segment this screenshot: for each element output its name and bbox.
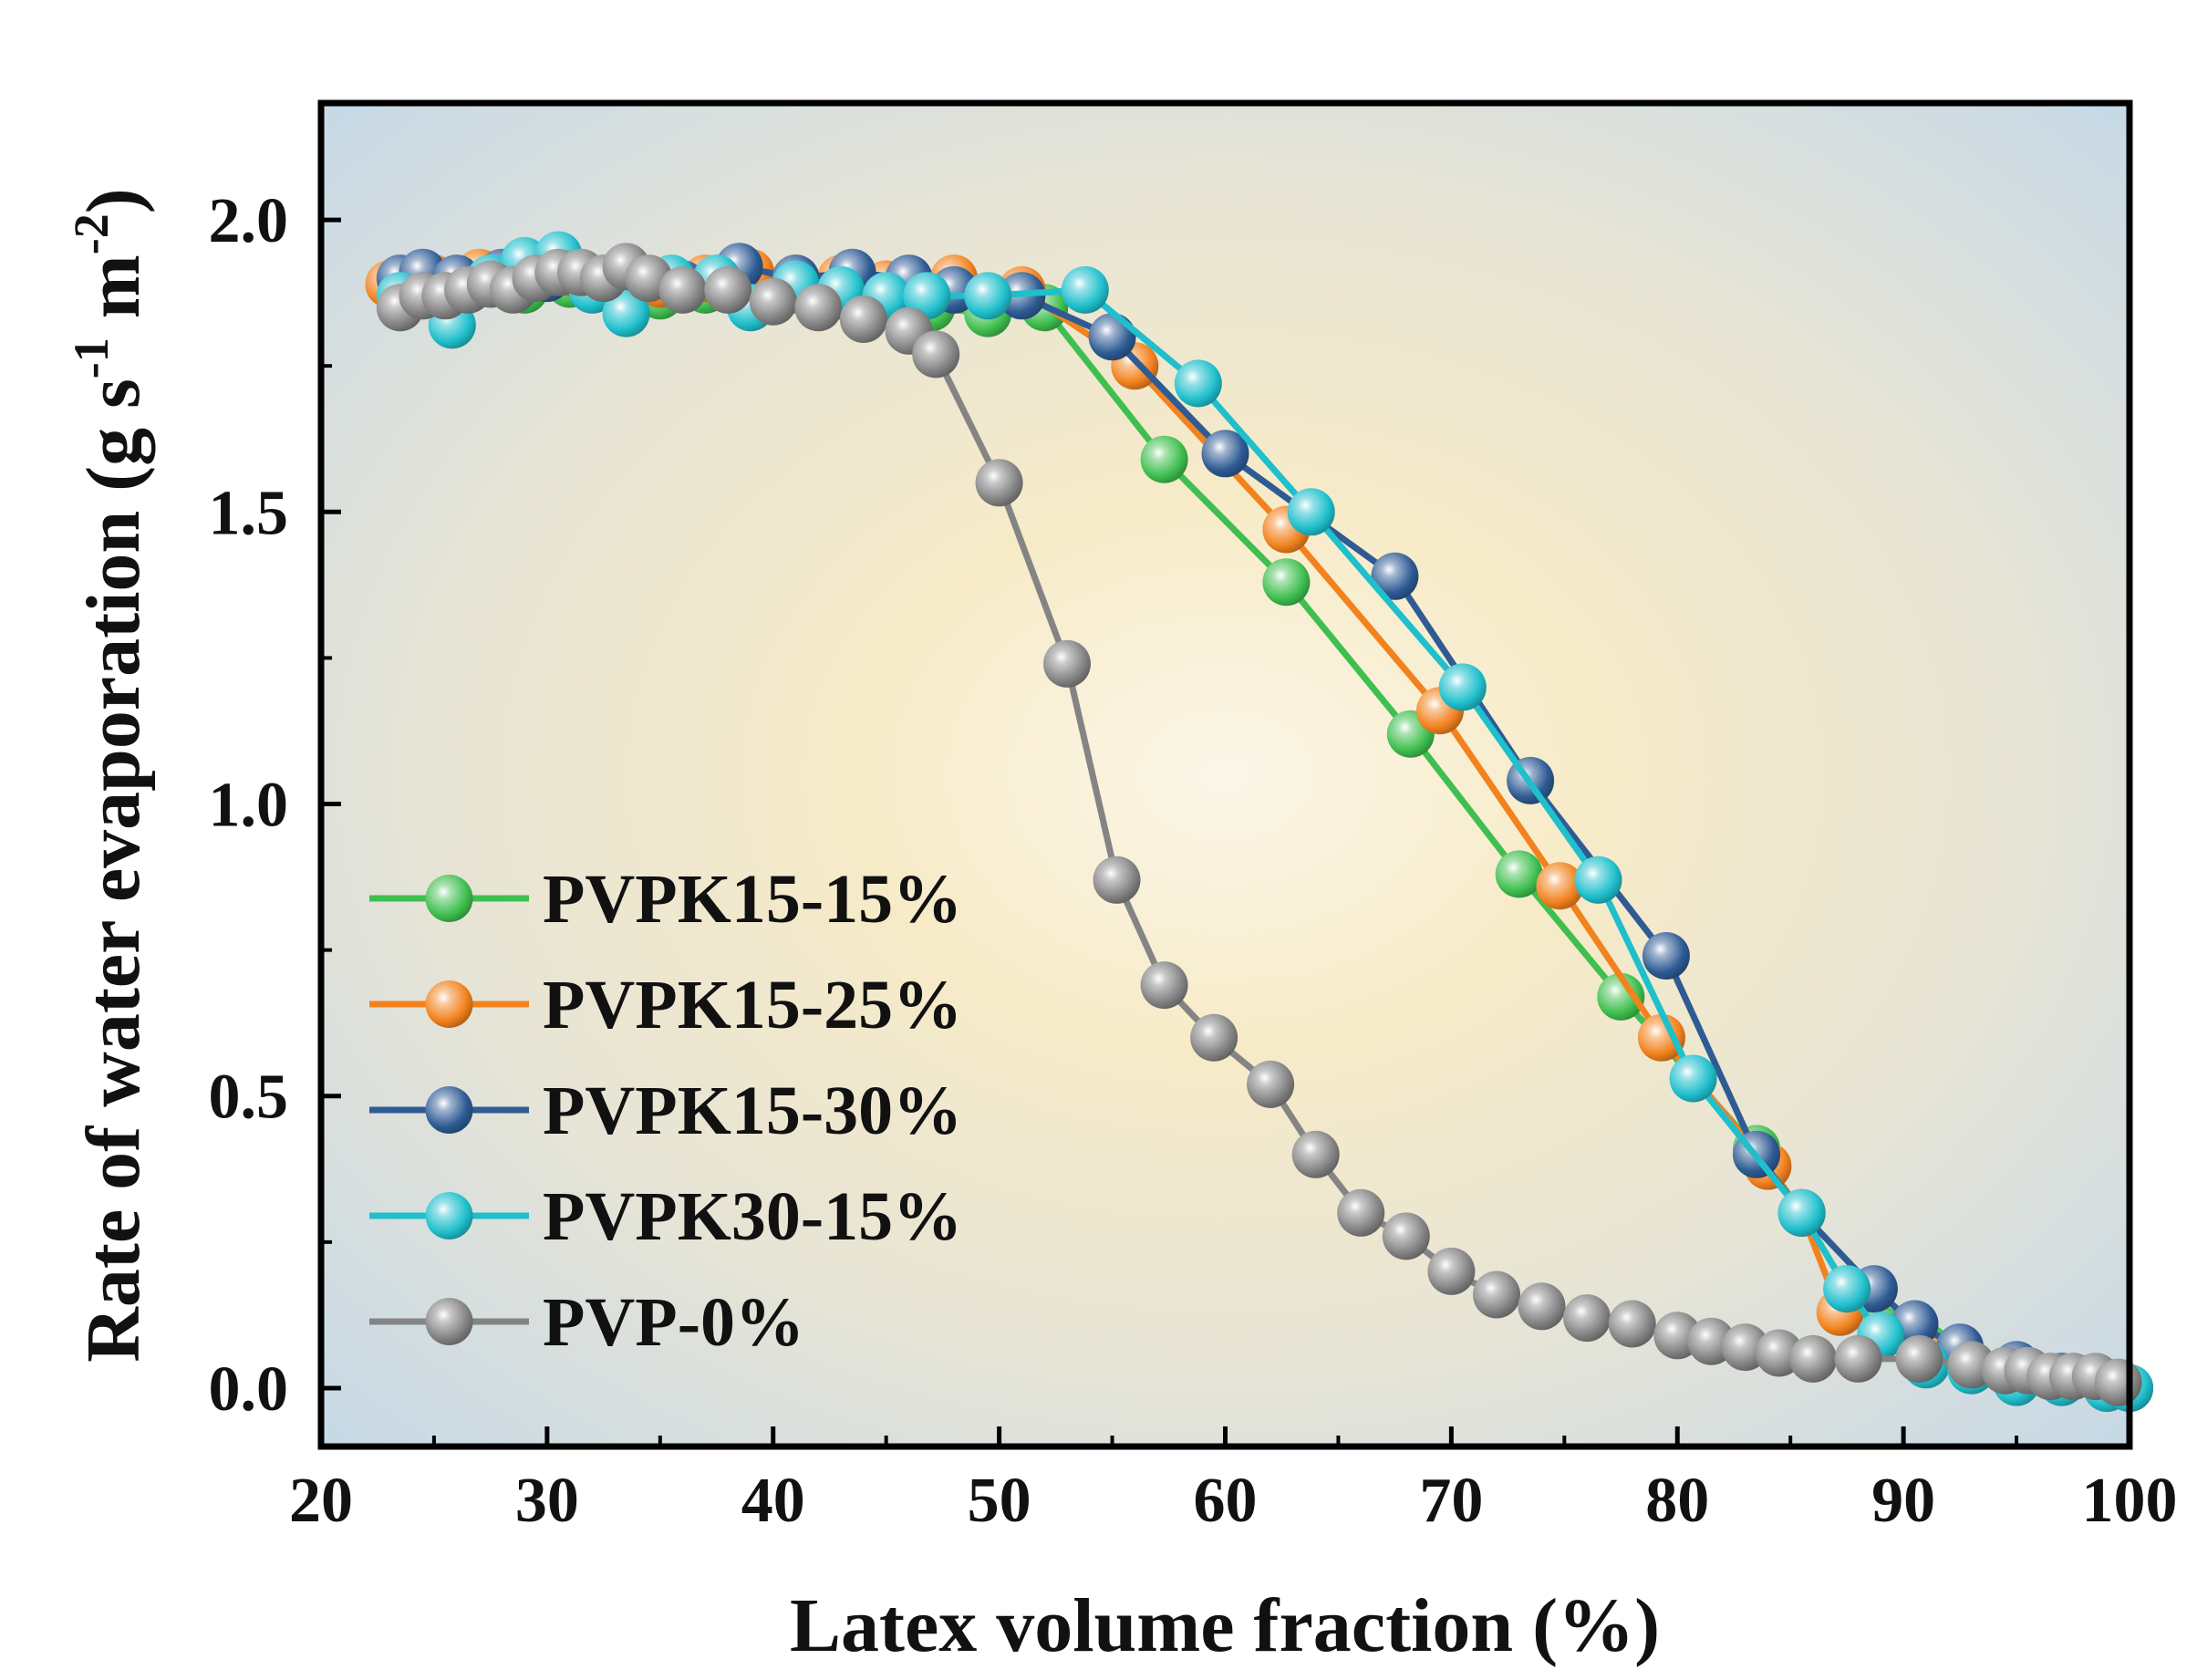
legend-item-pvpk15-15: PVPK15-15% [369, 861, 962, 938]
axes-layer: 20 30 40 50 60 70 80 90 100 0.0 0.5 1.0 1.5 2.0 [209, 186, 2178, 1536]
legend-marker [425, 1298, 473, 1345]
data-point [1291, 1130, 1340, 1178]
y-axis-title: Rate of water evaporation (g s-1 m-2) [64, 188, 156, 1362]
data-point [1637, 1013, 1685, 1062]
legend-label: PVPK15-30% [543, 1073, 962, 1149]
data-point [1834, 1334, 1882, 1383]
x-tick-label: 100 [2082, 1466, 2178, 1536]
x-tick-label: 40 [741, 1466, 805, 1536]
data-point [1642, 932, 1690, 980]
data-point [749, 277, 797, 326]
legend-marker [425, 875, 473, 922]
data-point [1895, 1334, 1943, 1383]
data-point [964, 272, 1012, 320]
data-point [1608, 1300, 1656, 1348]
x-tick-label: 80 [1645, 1466, 1709, 1536]
data-point [794, 284, 843, 332]
data-point [1427, 1247, 1476, 1295]
data-point [1473, 1270, 1520, 1319]
data-point [1043, 639, 1091, 688]
data-point [1574, 856, 1622, 904]
data-point [912, 330, 960, 379]
data-point [903, 272, 951, 320]
data-point [1287, 488, 1335, 536]
y-axis-title-close: ) [71, 188, 156, 213]
data-point [1438, 663, 1487, 711]
data-point [839, 296, 887, 343]
data-point [1093, 856, 1141, 904]
x-tick-label: 30 [515, 1466, 579, 1536]
legend-marker [425, 1192, 473, 1239]
legend-marker [425, 1086, 473, 1134]
y-tick-label: 1.0 [209, 771, 289, 841]
y-axis-title-m: m [71, 254, 156, 337]
data-point [1174, 359, 1222, 408]
x-tick-label: 50 [968, 1466, 1031, 1536]
data-point [1061, 265, 1109, 314]
data-point [975, 459, 1023, 507]
x-tick-label: 20 [289, 1466, 353, 1536]
series-pvp-0 [376, 243, 2142, 1406]
legend-label: PVPK15-25% [543, 967, 962, 1043]
y-tick-label: 0.5 [209, 1063, 289, 1133]
data-point [1337, 1188, 1385, 1237]
data-point [1495, 850, 1543, 898]
legend-label: PVPK30-15% [543, 1178, 962, 1255]
data-point [658, 265, 707, 314]
series-layer [365, 231, 2153, 1412]
y-tick-label: 0.0 [209, 1354, 289, 1425]
data-point [602, 289, 650, 337]
y-axis-title-main: Rate of water evaporation (g s [71, 379, 156, 1363]
data-point [1789, 1334, 1837, 1383]
y-axis-title-exp2: -2 [64, 213, 119, 254]
data-point [1823, 1265, 1871, 1313]
y-axis-title-exp1: -1 [64, 337, 119, 379]
data-point [1382, 1212, 1430, 1260]
data-point [1201, 430, 1249, 478]
data-point [2094, 1358, 2142, 1406]
legend-label: PVPK15-15% [543, 861, 962, 938]
data-point [1669, 1054, 1717, 1103]
x-tick-label: 70 [1419, 1466, 1483, 1536]
x-tick-label: 90 [1871, 1466, 1935, 1536]
data-point [1777, 1188, 1826, 1237]
data-point [1563, 1294, 1611, 1343]
y-tick-label: 2.0 [209, 186, 289, 256]
data-point [1371, 552, 1419, 600]
x-axis-title: Latex volume fraction (%) [790, 1583, 1660, 1668]
legend-item-pvpk30-15: PVPK30-15% [369, 1178, 962, 1255]
data-point [1597, 972, 1645, 1021]
data-point [704, 265, 752, 314]
legend-item-pvpk15-30: PVPK15-30% [369, 1073, 962, 1149]
data-point [1536, 862, 1584, 910]
legend-marker [425, 980, 473, 1028]
legend-item-pvp-0: PVP-0% [369, 1284, 804, 1361]
legend: PVPK15-15% PVPK15-25% PVPK15-30% PVPK30-15%… [369, 861, 962, 1361]
y-tick-label: 1.5 [209, 478, 289, 548]
data-point [1088, 313, 1136, 361]
legend-label: PVP-0% [543, 1284, 804, 1361]
data-point [1518, 1282, 1566, 1331]
data-point [1262, 558, 1311, 607]
legend-item-pvpk15-25: PVPK15-25% [369, 967, 962, 1043]
data-point [1190, 1013, 1238, 1062]
data-point [1247, 1060, 1295, 1108]
data-point [1140, 961, 1188, 1010]
data-point [1140, 435, 1188, 483]
x-tick-label: 60 [1194, 1466, 1258, 1536]
